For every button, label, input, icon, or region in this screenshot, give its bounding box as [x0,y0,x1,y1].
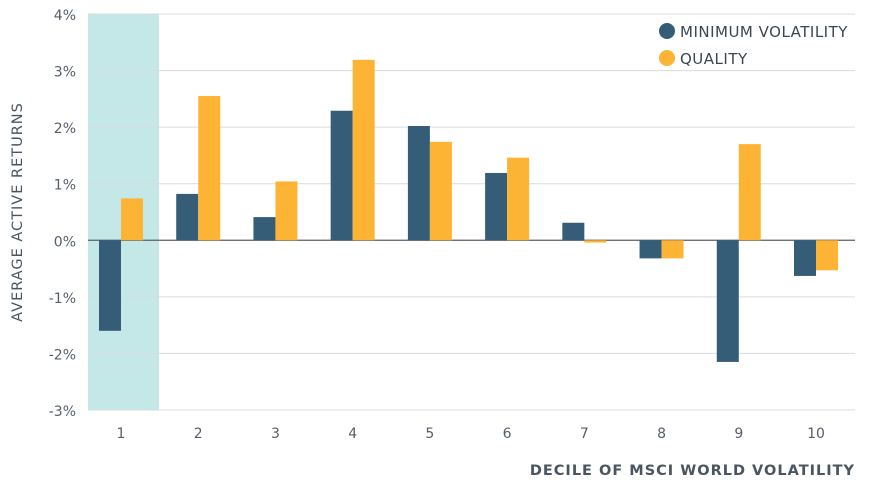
bar-minimum-volatility-5 [407,126,430,241]
y-tick-label: 3% [54,65,76,81]
x-tick-label: 4 [348,426,357,442]
legend-marker [659,23,675,39]
legend: MINIMUM VOLATILITY QUALITY [659,23,848,68]
legend-marker [659,50,675,66]
x-axis-title: DECILE OF MSCI WORLD VOLATILITY [530,463,855,479]
legend-label: MINIMUM VOLATILITY [680,23,848,41]
x-tick-label: 1 [117,426,126,442]
x-tick-label: 7 [580,426,589,442]
y-tick-label: 0% [54,234,76,250]
bar-quality-6 [507,157,530,241]
x-tick-label: 2 [194,426,203,442]
bar-minimum-volatility-1 [99,240,121,331]
y-tick-label: 4% [54,8,76,24]
x-tick-label: 10 [807,426,825,442]
x-tick-label: 5 [425,426,434,442]
y-tick-label: 2% [54,121,76,137]
x-tick-label: 8 [657,426,666,442]
bar-minimum-volatility-9 [716,240,739,362]
y-tick-label: -3% [49,404,76,420]
y-tick-label: -1% [49,291,76,307]
bar-quality-2 [198,96,221,241]
bar-quality-4 [352,59,375,241]
bar-quality-5 [429,141,452,241]
bar-minimum-volatility-6 [485,172,508,241]
bar-minimum-volatility-10 [794,240,816,276]
y-tick-label: -2% [49,347,76,363]
x-tick-label: 3 [271,426,280,442]
bar-quality-9 [738,144,761,241]
bar-minimum-volatility-2 [176,193,199,241]
bar-quality-3 [275,181,298,241]
y-axis-title: AVERAGE ACTIVE RETURNS [10,102,26,322]
bar-minimum-volatility-3 [253,217,276,241]
bar-minimum-volatility-8 [639,240,662,259]
bar-quality-10 [816,240,838,271]
legend-label: QUALITY [680,50,748,68]
x-tick-label: 9 [734,426,743,442]
bar-quality-1 [121,198,143,241]
bar-quality-8 [661,240,684,259]
bar-minimum-volatility-4 [330,110,353,241]
bar-minimum-volatility-7 [562,222,585,241]
bar-quality-7 [584,240,607,243]
y-tick-label: 1% [54,178,76,194]
x-tick-label: 6 [503,426,512,442]
